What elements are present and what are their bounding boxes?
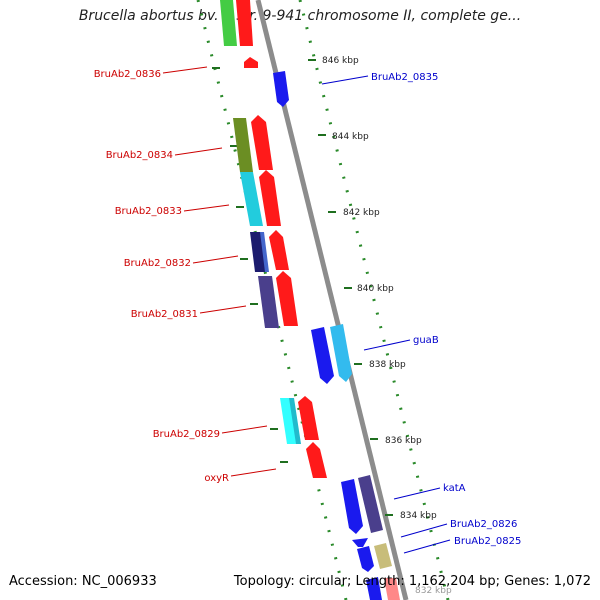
map-title: Brucella abortus bv. 1 str. 9-941 chromo… — [78, 8, 522, 24]
gene-labels-right: BruAb2_0835 guaB katA BruAb2_0826 BruAb2… — [371, 72, 521, 547]
cds-arrow-blue-bottom — [366, 577, 382, 600]
gene-label-0826: BruAb2_0826 — [450, 519, 517, 530]
cds-arrow-blue-kata — [341, 479, 363, 534]
gene-block-slate — [258, 276, 279, 328]
cds-arrows-red — [244, 57, 400, 600]
gene-block-navy-thin — [260, 232, 269, 272]
tick-label-834: 834 kbp — [400, 511, 437, 521]
cds-arrow-red-1 — [244, 57, 258, 68]
cds-block-kata-slate — [358, 475, 383, 533]
gene-label-guab: guaB — [413, 335, 439, 346]
kbp-ticks — [212, 59, 393, 516]
gene-label-0832: BruAb2_0832 — [124, 258, 191, 269]
gene-label-0834: BruAb2_0834 — [106, 150, 173, 161]
cds-arrow-blue-0835 — [273, 71, 289, 107]
cds-arrow-red-4 — [269, 230, 289, 270]
cds-arrow-guab-light — [330, 324, 352, 382]
tick-label-838: 838 kbp — [369, 360, 406, 370]
gene-label-0836: BruAb2_0836 — [94, 69, 161, 80]
tick-label-832: 832 kbp — [415, 586, 452, 596]
cds-arrows-blue — [273, 71, 392, 600]
summary-text: Topology: circular; Length: 1,162,204 bp… — [233, 574, 591, 589]
tick-label-842: 842 kbp — [343, 208, 380, 218]
cds-arrow-red-5 — [276, 271, 298, 326]
gene-label-oxyr: oxyR — [204, 473, 229, 484]
cds-arrow-blue-guab — [311, 327, 334, 384]
cds-block-0825-khaki — [374, 543, 392, 569]
accession-text: Accession: NC_006933 — [9, 574, 157, 589]
cds-arrow-blue-0826 — [352, 538, 368, 547]
cds-arrow-red-6 — [298, 396, 319, 440]
dotted-guides — [196, 0, 450, 600]
feature-blocks — [220, 0, 301, 444]
gene-block-red-top — [236, 0, 253, 46]
gene-labels-left: BruAb2_0836 BruAb2_0834 BruAb2_0833 BruA… — [94, 69, 229, 484]
gene-label-0833: BruAb2_0833 — [115, 206, 182, 217]
cds-arrow-blue-0825 — [357, 546, 374, 572]
gene-label-0825: BruAb2_0825 — [454, 536, 521, 547]
tick-label-846: 846 kbp — [322, 56, 359, 66]
gene-block-olive — [233, 118, 253, 172]
leader-lines-left — [162, 66, 277, 477]
tick-label-844: 844 kbp — [332, 132, 369, 142]
gene-block-cyan-1 — [240, 172, 263, 226]
gene-label-0829: BruAb2_0829 — [153, 429, 220, 440]
gene-label-kata: katA — [443, 483, 466, 494]
tick-label-836: 836 kbp — [385, 436, 422, 446]
leader-lines-right — [321, 75, 451, 554]
gene-block-green — [220, 0, 237, 46]
gene-block-cyan-2-shade — [289, 398, 301, 444]
cds-arrow-red-3 — [259, 170, 281, 226]
gene-label-0835: BruAb2_0835 — [371, 72, 438, 83]
cds-arrow-red-7 — [306, 442, 327, 478]
cds-arrow-red-bottom — [384, 578, 400, 600]
gene-label-0831: BruAb2_0831 — [131, 309, 198, 320]
tick-label-840: 840 kbp — [357, 284, 394, 294]
cds-arrow-red-2 — [251, 115, 273, 170]
tick-labels: 846 kbp 844 kbp 842 kbp 840 kbp 838 kbp … — [322, 56, 452, 596]
